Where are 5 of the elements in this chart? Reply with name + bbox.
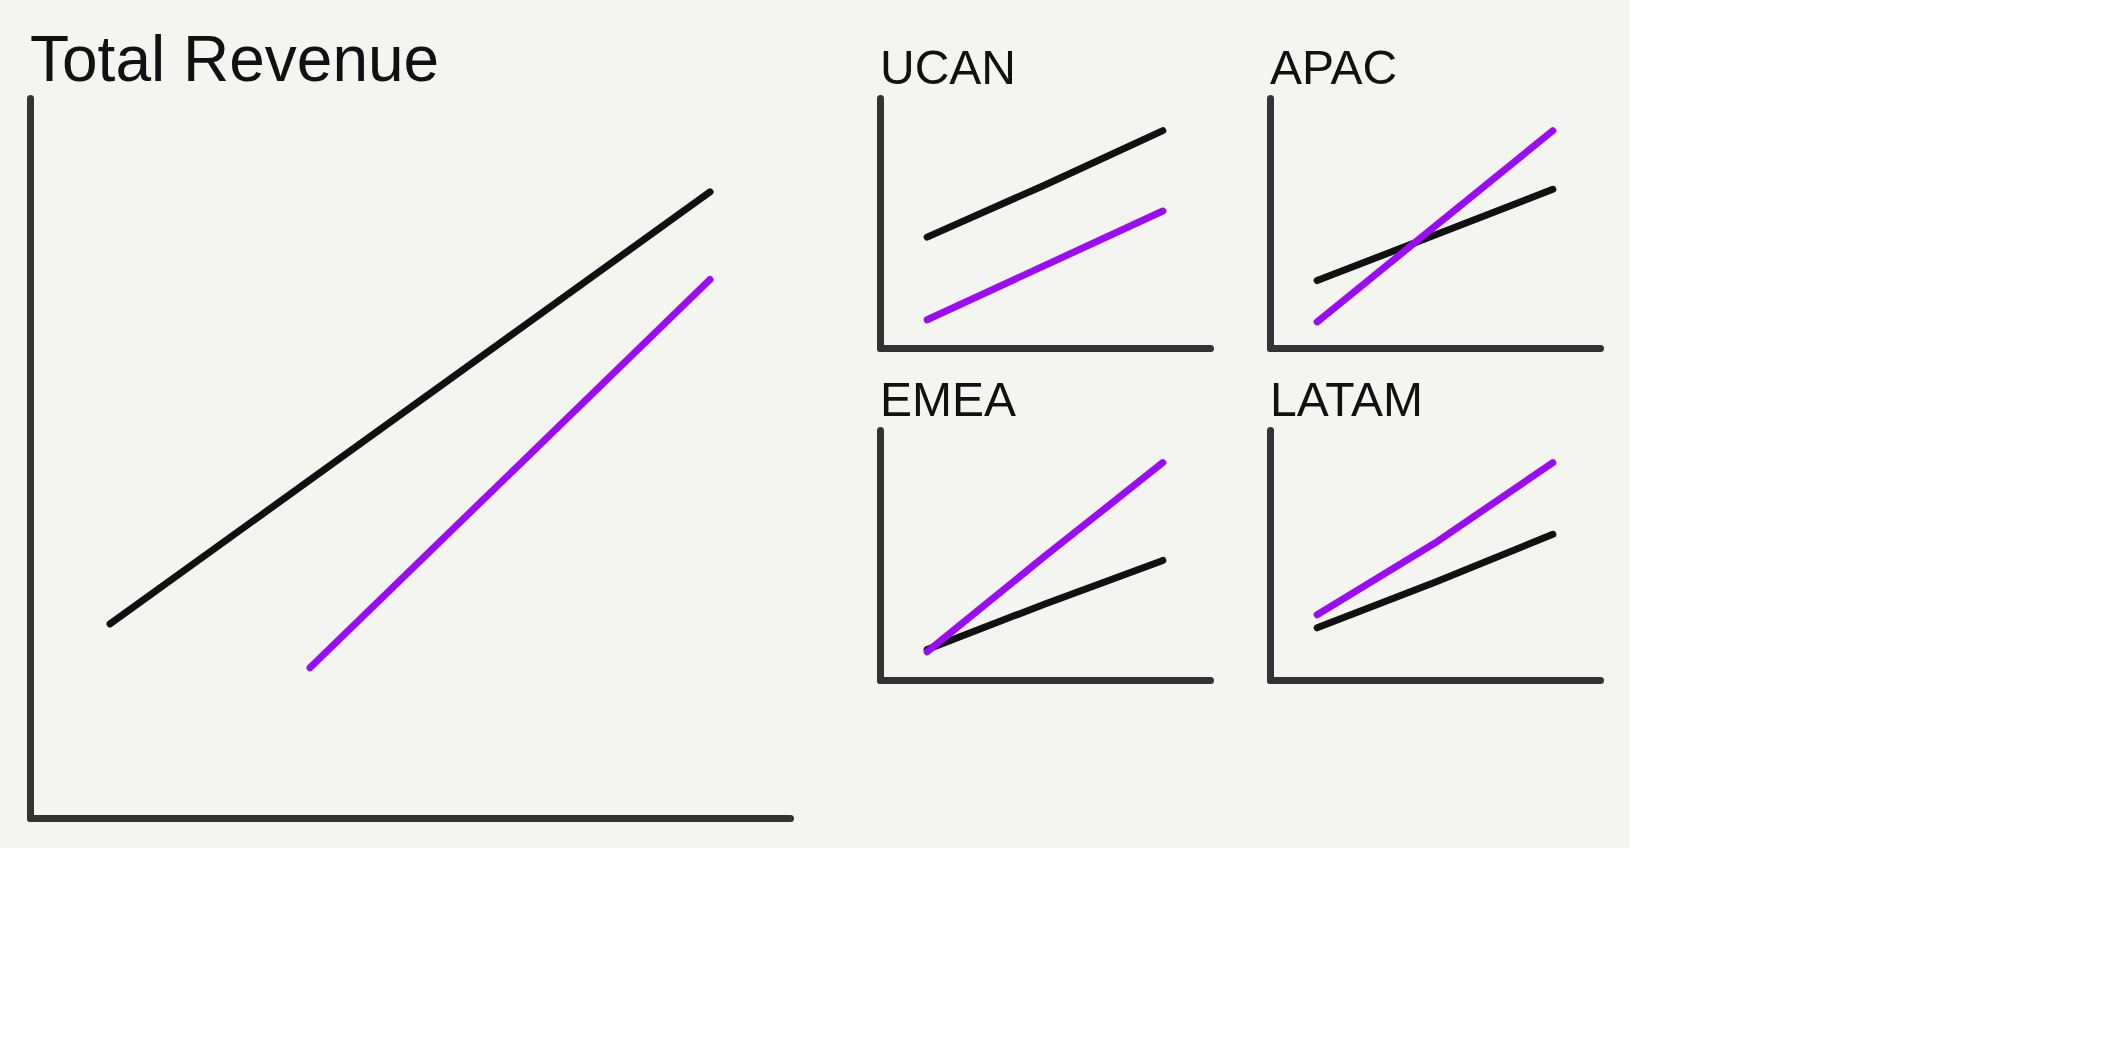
chart-title: Total Revenue [30, 23, 440, 95]
chart-title: LATAM [1270, 373, 1423, 426]
chart-title: EMEA [880, 373, 1017, 426]
chart-title: APAC [1270, 41, 1398, 94]
chart-title: UCAN [880, 41, 1017, 94]
